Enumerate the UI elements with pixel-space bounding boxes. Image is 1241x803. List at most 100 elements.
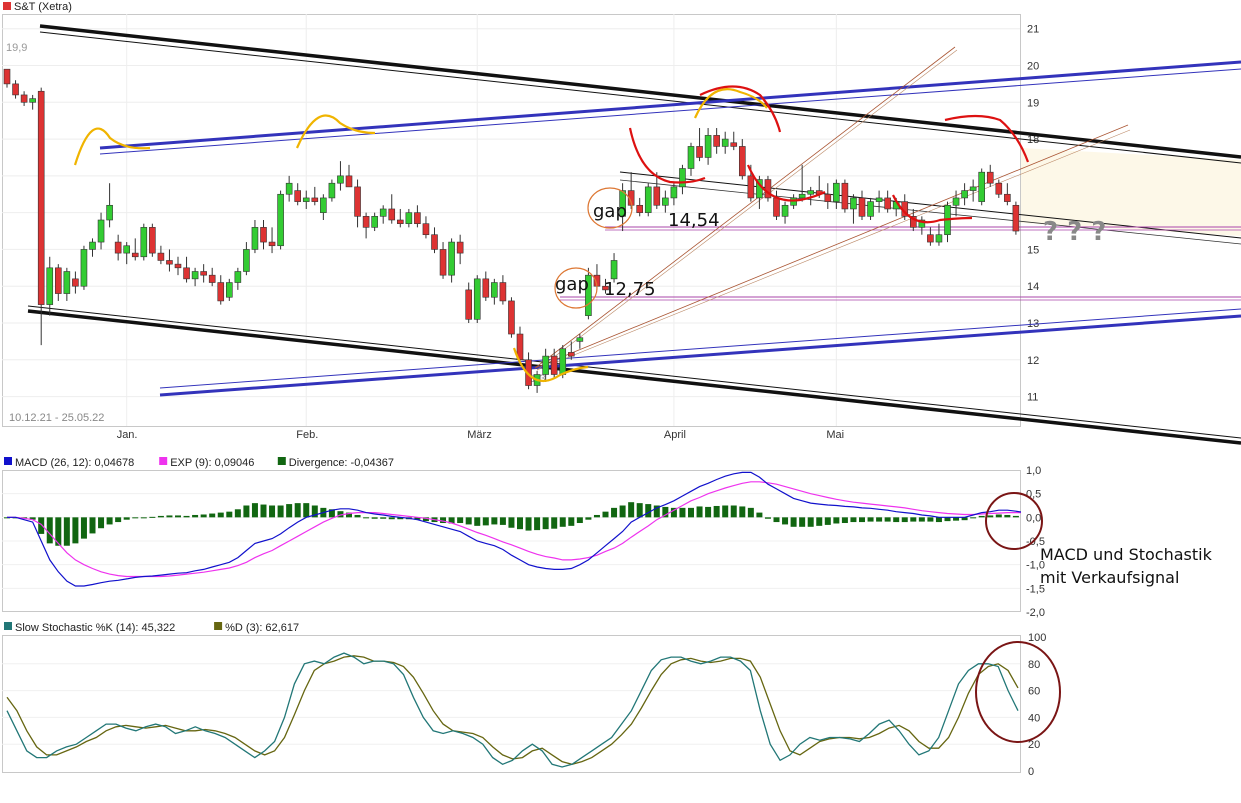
divergence-bar (55, 517, 62, 546)
candle-body (738, 146, 746, 177)
divergence-bar (764, 517, 771, 519)
candle-body (337, 175, 344, 184)
candle-body (174, 263, 182, 269)
divergence-bar (628, 502, 635, 518)
lower-channel-line (27, 309, 1241, 445)
candle-body (961, 190, 968, 199)
candle (508, 297, 515, 338)
macd-y-tick-label: 0,5 (1026, 489, 1041, 501)
divergence-bar (611, 507, 618, 518)
blue-channel-lower-thin (159, 308, 1241, 389)
inner-channel-line-2 (619, 179, 1241, 245)
candle (833, 179, 840, 209)
candle-body (405, 212, 413, 224)
candle-body (662, 197, 669, 206)
candle (345, 164, 353, 188)
candle-body (29, 98, 36, 103)
price-panel-frame (2, 14, 1021, 427)
divergence-bar (987, 515, 994, 518)
candle (516, 326, 524, 364)
candle (610, 253, 618, 283)
candle (80, 245, 88, 290)
candle-body (140, 227, 148, 258)
price-label-1275: 12,75 (604, 279, 656, 300)
candle-body (670, 186, 678, 199)
question-marks: ? ? ? (1043, 217, 1106, 247)
blue-channel-upper (99, 60, 1241, 150)
divergence-bar (1012, 515, 1019, 518)
macd-y-tick-label: 1,0 (1026, 465, 1041, 477)
divergence-bar (303, 503, 310, 518)
divergence-bar (457, 517, 464, 524)
candle-body (875, 197, 883, 202)
candle-body (704, 135, 712, 158)
divergence-bar (593, 514, 600, 518)
divergence-bar (157, 515, 164, 518)
candle-body (918, 219, 926, 228)
candle (781, 201, 789, 224)
divergence-bar (217, 512, 224, 518)
macd-y-tick-label: -0,5 (1026, 536, 1045, 548)
divergence-bar (585, 517, 592, 520)
candle-body (396, 219, 404, 224)
divergence-bar (234, 509, 241, 518)
candle (405, 208, 413, 228)
candle (884, 190, 891, 213)
candle (328, 179, 336, 202)
candle-body (969, 186, 977, 191)
divergence-bar (927, 517, 934, 522)
divergence-bar (653, 505, 660, 518)
candle-body (576, 337, 584, 342)
candle-body (131, 252, 139, 258)
candle (995, 179, 1003, 198)
candle (268, 227, 276, 254)
candle (337, 161, 344, 191)
candle (918, 216, 926, 235)
gap-circle-1 (554, 267, 598, 309)
candle-body (328, 182, 336, 199)
candle-body (473, 278, 481, 320)
candle (1012, 201, 1020, 235)
candle (97, 212, 105, 250)
macd-y-tick-label: -1,5 (1026, 583, 1045, 595)
candle-body (935, 234, 943, 243)
candle (798, 164, 806, 202)
fan-line-2 (534, 124, 1129, 369)
candle (226, 278, 233, 301)
divergence-bar (739, 506, 746, 518)
macd-legend-swatch (159, 457, 168, 465)
candle (944, 201, 951, 243)
candle-body (516, 333, 524, 361)
red-arc-3 (746, 164, 826, 202)
divergence-bar (508, 517, 515, 528)
candle-body (798, 193, 806, 199)
candle-body (166, 260, 173, 265)
divergence-bar (867, 517, 874, 522)
blue-channel-upper-thin (99, 68, 1241, 155)
candle-body (208, 274, 216, 283)
divergence-bar (662, 506, 669, 518)
price-label-1454: 14,54 (668, 210, 720, 231)
candle-body (807, 190, 815, 195)
divergence-bar (286, 504, 293, 518)
stoch-grid (2, 663, 1020, 745)
candle-body (354, 186, 361, 217)
candle (285, 175, 293, 202)
price-y-tick-label: 11 (1027, 392, 1038, 404)
price-x-tick-label: März (467, 429, 491, 441)
candle-body (653, 186, 661, 206)
divergence-bar (636, 503, 643, 518)
divergence-bar (388, 517, 395, 520)
candle (388, 194, 396, 224)
divergence-bar (995, 514, 1002, 518)
candle (901, 194, 909, 220)
candle (379, 205, 387, 224)
divergence-bar (277, 505, 284, 518)
yellow-arc-4 (693, 88, 768, 119)
divergence-bar (123, 517, 130, 520)
macd-legend: MACD (26, 12): 0,04678 EXP (9): 0,09046 Di… (4, 457, 394, 469)
candle-body (89, 241, 96, 250)
candle (89, 238, 96, 257)
candle-body (585, 274, 592, 316)
candle-body (884, 197, 891, 210)
